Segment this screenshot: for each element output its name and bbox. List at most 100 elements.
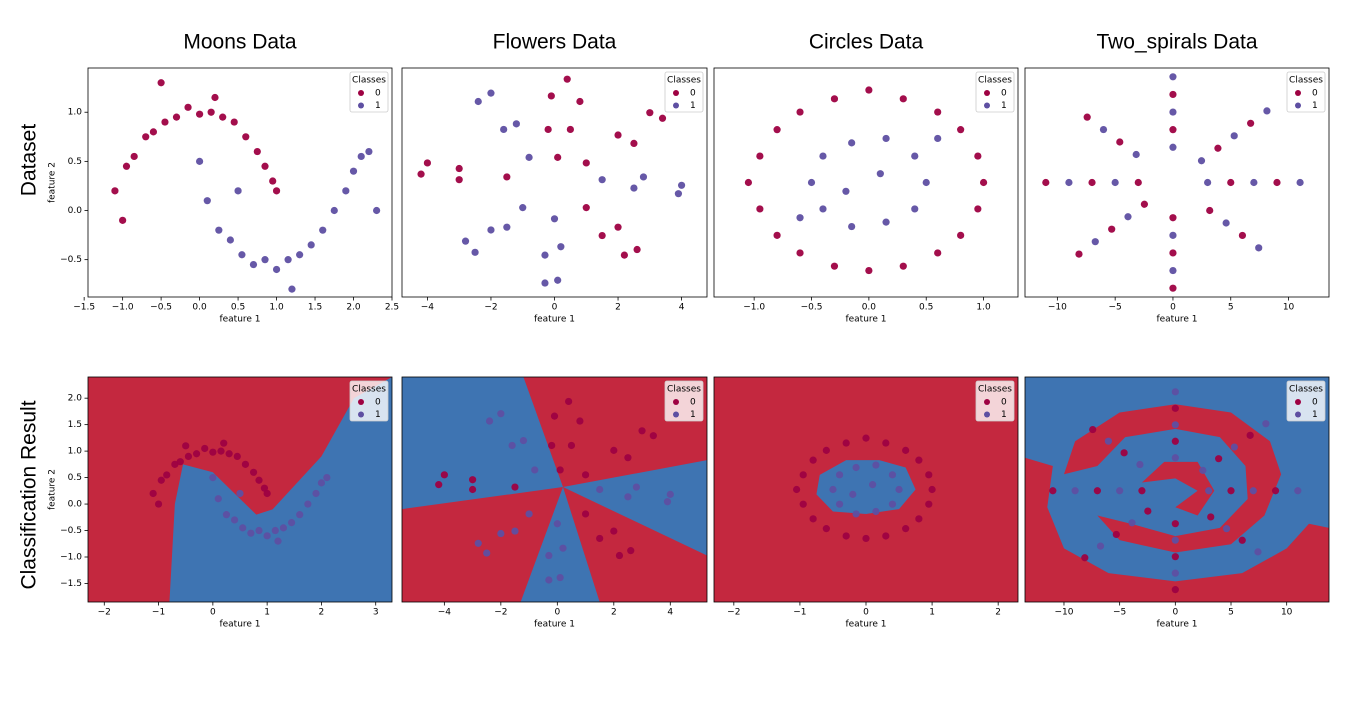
point (272, 187, 281, 195)
x-axis-label: feature 1 (534, 620, 575, 630)
legend-marker (673, 90, 679, 96)
point (307, 241, 315, 249)
y-tick-label: 1.5 (68, 420, 82, 430)
point (614, 223, 622, 231)
point (773, 231, 781, 239)
point (1132, 150, 1140, 159)
point (842, 439, 850, 447)
point (130, 152, 138, 161)
point (1171, 569, 1179, 577)
legend-marker (673, 102, 679, 109)
point (1254, 548, 1262, 556)
x-tick-label: 4 (679, 303, 685, 313)
point (1171, 421, 1179, 429)
point (234, 187, 242, 195)
x-tick-label: 1 (929, 608, 935, 618)
point (219, 113, 227, 121)
point (230, 516, 239, 524)
point (957, 126, 965, 134)
decision-region (1063, 404, 1282, 553)
plot: −4 −2 0 2 4 feature 1 Classes 0 1 (401, 376, 708, 630)
point (119, 216, 127, 224)
point (1227, 178, 1235, 187)
point (487, 89, 495, 97)
point (925, 471, 933, 479)
plot-area (402, 377, 707, 602)
legend-label: 1 (375, 101, 381, 111)
plot-frame (1024, 376, 1330, 603)
point (469, 485, 477, 494)
point (957, 231, 965, 239)
point (1238, 231, 1247, 240)
point (1204, 178, 1212, 187)
point (225, 450, 233, 458)
x-tick-label: 0 (1172, 608, 1178, 618)
point (756, 152, 764, 160)
plot-frame (87, 67, 393, 298)
point (596, 534, 604, 543)
point (614, 131, 622, 139)
legend-label: 1 (1001, 410, 1007, 420)
x-tick-label: −5 (1109, 303, 1122, 313)
chart-title: Two_spirals Data (1096, 31, 1257, 54)
legend-box (1286, 380, 1326, 422)
point (876, 170, 884, 178)
point (304, 500, 312, 508)
point (154, 500, 163, 508)
x-tick-label: −2 (98, 608, 111, 618)
point (417, 170, 425, 178)
x-tick-label: 0 (552, 303, 558, 313)
point (211, 93, 219, 102)
point (869, 481, 877, 489)
point (1169, 108, 1177, 116)
point (630, 184, 638, 192)
point (1246, 431, 1254, 439)
point (512, 120, 520, 128)
point (882, 532, 890, 540)
legend-label: 1 (1312, 101, 1318, 111)
point (1169, 284, 1177, 292)
point (819, 205, 827, 213)
x-tick-label: 5 (1228, 303, 1234, 313)
point (1262, 420, 1270, 428)
point (342, 187, 350, 195)
legend-title: Classes (978, 385, 1012, 395)
point (744, 178, 753, 187)
point (677, 181, 686, 189)
point (1263, 107, 1271, 115)
point (1096, 542, 1105, 550)
x-tick-label: 0 (210, 608, 216, 618)
legend-label: 0 (690, 89, 696, 99)
x-tick-label: 2 (319, 608, 325, 618)
point (627, 547, 635, 555)
legend-label: 0 (375, 89, 381, 99)
point (236, 489, 244, 498)
point (1230, 443, 1238, 451)
point (226, 236, 234, 244)
point (1247, 119, 1255, 127)
point (598, 176, 606, 184)
x-tick-label: 2.5 (385, 303, 399, 313)
point (848, 222, 856, 231)
point (576, 97, 584, 106)
x-tick-label: 0.0 (862, 303, 877, 313)
plot-area (1042, 73, 1304, 292)
point (674, 190, 683, 198)
point (260, 484, 269, 492)
x-tick-label: −4 (421, 303, 435, 313)
plot-area (793, 434, 936, 543)
point (525, 153, 533, 161)
legend-title: Classes (667, 76, 701, 86)
legend-marker (358, 102, 364, 109)
point (922, 178, 930, 187)
point (835, 500, 844, 508)
y-tick-label: 2.0 (68, 394, 83, 404)
point (1083, 113, 1091, 121)
x-tick-label: 0 (554, 608, 560, 618)
x-tick-label: 0.0 (192, 303, 207, 313)
point (1144, 507, 1152, 515)
point (239, 524, 247, 532)
point (503, 223, 511, 231)
legend: Classes 0 1 (349, 71, 389, 113)
